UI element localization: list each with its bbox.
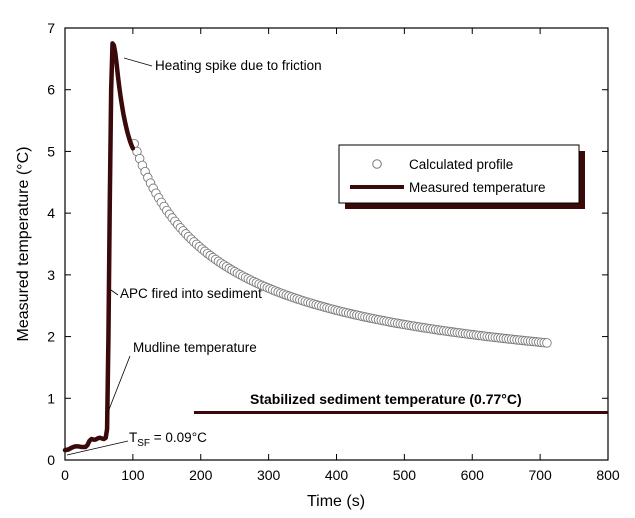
x-tick-label: 200 xyxy=(189,467,213,483)
y-axis-title: Measured temperature (°C) xyxy=(15,147,32,342)
y-axis-ticks: 0 1 2 3 4 5 6 7 xyxy=(47,20,608,468)
mudline-annotation: Mudline temperature xyxy=(133,340,257,355)
legend: Calculated profile Measured temperature xyxy=(338,144,585,209)
tsf-value: = 0.09°C xyxy=(150,430,207,445)
y-tick-label: 2 xyxy=(47,329,55,345)
x-tick-label: 0 xyxy=(61,467,69,483)
measured-temperature-line xyxy=(62,41,136,453)
calculated-profile-point xyxy=(542,338,552,348)
y-tick-label: 4 xyxy=(47,205,55,221)
x-tick-label: 400 xyxy=(325,467,349,483)
y-tick-label: 0 xyxy=(47,452,55,468)
x-axis-ticks: 0 100 200 300 400 500 600 700 800 xyxy=(61,28,620,483)
calculated-profile-series xyxy=(129,138,552,348)
tsf-leader-line xyxy=(66,440,129,456)
y-tick-label: 7 xyxy=(47,20,55,36)
x-tick-label: 700 xyxy=(528,467,552,483)
y-tick-label: 5 xyxy=(47,143,55,159)
y-tick-label: 1 xyxy=(47,390,55,406)
legend-measured-label: Measured temperature xyxy=(409,180,546,195)
y-tick-label: 3 xyxy=(47,267,55,283)
plot-frame xyxy=(64,27,609,461)
x-tick-label: 100 xyxy=(121,467,145,483)
spike-annotation: Heating spike due to friction xyxy=(155,58,322,73)
x-tick-label: 600 xyxy=(461,467,485,483)
tsf-annotation: TSF = 0.09°C xyxy=(129,430,207,449)
tsf-subscript: SF xyxy=(137,438,150,449)
legend-box xyxy=(338,144,580,204)
x-axis-title: Time (s) xyxy=(307,493,365,510)
mudline-leader-line xyxy=(107,355,131,413)
x-tick-label: 300 xyxy=(257,467,281,483)
legend-calculated-label: Calculated profile xyxy=(409,157,513,172)
tsf-main: T xyxy=(129,430,137,445)
apc-leader-line xyxy=(110,289,119,296)
y-tick-label: 6 xyxy=(47,82,55,98)
spike-leader-line xyxy=(123,57,153,67)
x-tick-label: 500 xyxy=(393,467,417,483)
stabilized-annotation: Stabilized sediment temperature (0.77°C) xyxy=(250,391,522,407)
legend-calculated-marker xyxy=(372,159,382,169)
apc-annotation: APC fired into sediment xyxy=(120,286,262,301)
x-tick-label: 800 xyxy=(596,467,620,483)
